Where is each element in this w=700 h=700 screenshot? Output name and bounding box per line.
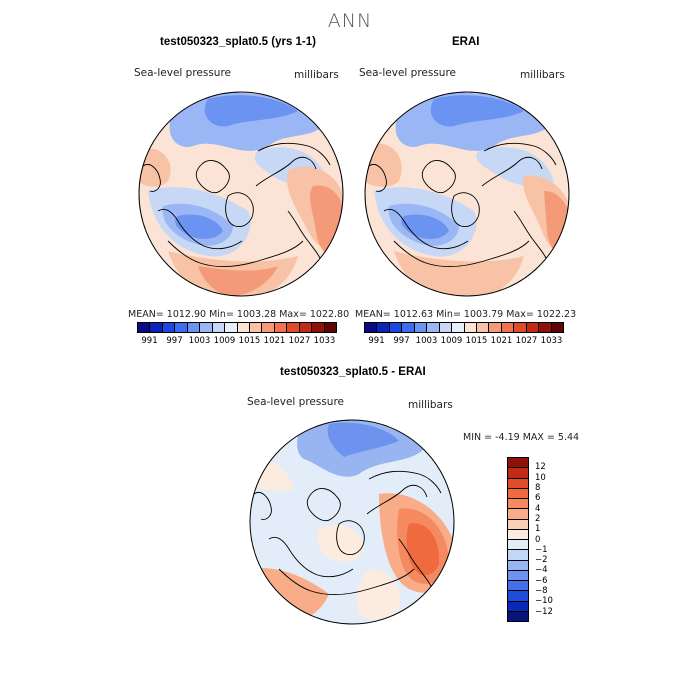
colorbar-swatch [508,499,528,510]
panel3-title: test050323_splat0.5 - ERAI [280,366,426,378]
panel3-polar-map [249,419,455,625]
colorbar-tick-label: −2 [535,555,548,566]
colorbar-swatch [551,323,563,332]
colorbar-swatch [508,591,528,602]
colorbar-swatch [539,323,552,332]
colorbar-tick-label: 10 [535,472,546,483]
colorbar-swatch [175,323,188,332]
colorbar-tick-label: −1 [535,544,548,555]
colorbar-swatch [508,601,528,612]
panel2-polar-map [364,91,570,297]
colorbar-swatch [508,540,528,551]
colorbar-swatch [299,323,313,332]
panel1-stats: MEAN= 1012.90 Min= 1003.28 Max= 1022.80 [128,309,350,320]
colorbar-tick-label: 2 [535,513,541,524]
colorbar-tick-label: 4 [535,503,541,514]
colorbar-tick-label: −10 [535,596,553,607]
colorbar-swatch [501,323,515,332]
colorbar-swatch [312,323,325,332]
panel2-title: ERAI [452,36,480,48]
colorbar-swatch [389,323,403,332]
colorbar-swatch [508,581,528,592]
colorbar-tick-label: 0 [535,534,541,545]
colorbar-swatch [249,323,263,332]
colorbar-tick-label: 1015 [238,336,261,346]
colorbar-tick-label: 1003 [415,336,438,346]
colorbar-swatch [212,323,226,332]
colorbar-tick-label: −12 [535,606,553,617]
colorbar-tick-label: 1021 [490,336,513,346]
colorbar-swatch [414,323,428,332]
colorbar-swatch [427,323,440,332]
panel3-units: millibars [408,399,453,411]
panel2-units: millibars [520,69,565,81]
colorbar-swatch [508,519,528,530]
panel2-stats: MEAN= 1012.63 Min= 1003.79 Max= 1022.23 [355,309,577,320]
panel3-variable: Sea-level pressure [247,396,345,408]
colorbar-swatch [324,323,336,332]
colorbar-tick-label: 1003 [188,336,211,346]
colorbar-tick-label: 997 [393,336,410,346]
panel2-variable: Sea-level pressure [359,67,457,79]
colorbar-swatch [508,468,528,479]
colorbar-swatch [274,323,288,332]
colorbar-swatch [200,323,213,332]
colorbar-swatch [452,323,465,332]
colorbar-swatch [162,323,176,332]
colorbar-swatch [508,529,528,540]
colorbar-swatch [439,323,453,332]
colorbar-swatch [377,323,390,332]
colorbar-tick-label: 1015 [465,336,488,346]
colorbar-tick-label: −8 [535,586,548,597]
panel1-variable: Sea-level pressure [134,67,232,79]
colorbar-tick-label: 8 [535,482,541,493]
page-title: ANN [327,10,373,32]
colorbar-swatch [187,323,201,332]
colorbar-swatch [237,323,250,332]
colorbar-swatch [150,323,163,332]
colorbar-tick-label: 6 [535,493,541,504]
panel3-stats: MIN = -4.19 MAX = 5.44 [463,432,580,443]
colorbar-tick-label: 1009 [213,336,236,346]
panel1-polar-map [138,91,344,297]
colorbar-swatch [508,478,528,489]
colorbar-tick-label: 1027 [515,336,538,346]
panel2-colorbar [364,322,564,333]
panel3-colorbar [507,457,529,622]
colorbar-tick-label: −6 [535,575,548,586]
colorbar-tick-label: 997 [166,336,183,346]
colorbar-swatch [262,323,275,332]
colorbar-swatch [514,323,527,332]
colorbar-swatch [508,458,528,469]
panel1-units: millibars [294,69,339,81]
colorbar-swatch [476,323,490,332]
colorbar-swatch [508,570,528,581]
colorbar-tick-label: −4 [535,565,548,576]
colorbar-swatch [489,323,502,332]
colorbar-tick-label: 1033 [313,336,336,346]
colorbar-tick-label: 1009 [440,336,463,346]
colorbar-swatch [508,611,528,621]
colorbar-swatch [508,488,528,499]
colorbar-swatch [508,550,528,561]
colorbar-tick-label: 1 [535,524,541,535]
colorbar-tick-label: 1021 [263,336,286,346]
colorbar-swatch [225,323,238,332]
colorbar-tick-label: 991 [368,336,385,346]
colorbar-swatch [508,509,528,520]
colorbar-swatch [138,323,151,332]
colorbar-swatch [526,323,540,332]
panel1-colorbar [137,322,337,333]
colorbar-tick-label: 991 [141,336,158,346]
colorbar-swatch [464,323,477,332]
colorbar-swatch [508,560,528,571]
colorbar-swatch [365,323,378,332]
colorbar-tick-label: 12 [535,462,546,473]
colorbar-tick-label: 1027 [288,336,311,346]
colorbar-swatch [287,323,300,332]
colorbar-tick-label: 1033 [540,336,563,346]
panel1-title: test050323_splat0.5 (yrs 1-1) [160,36,316,48]
colorbar-swatch [402,323,415,332]
